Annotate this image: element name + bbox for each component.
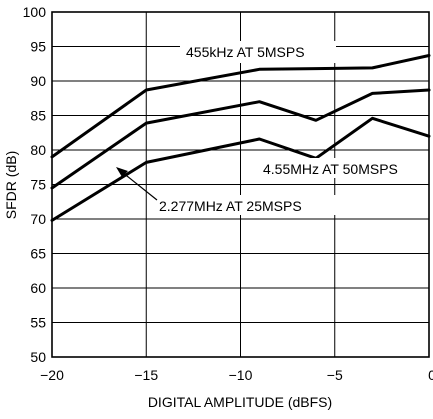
- x-tick-label: −20: [40, 367, 64, 383]
- annotation-arrow-line: [121, 171, 158, 201]
- series-label-2-277mhz: 2.277MHz AT 25MSPS: [159, 198, 302, 214]
- plot-frame: [51, 11, 430, 358]
- x-tick-label: −15: [134, 367, 158, 383]
- y-tick-labels: 50 55 60 65 70 75 80 85 90 95 100: [23, 4, 47, 365]
- label-bg-455khz: [180, 41, 336, 63]
- x-axis-title: DIGITAL AMPLITUDE (dBFS): [148, 394, 332, 410]
- y-tick-label: 90: [30, 73, 46, 89]
- series-line-2: [50, 116, 431, 222]
- y-tick-label: 70: [30, 211, 46, 227]
- x-tick-label: −10: [229, 367, 253, 383]
- x-tick-label: −5: [327, 367, 343, 383]
- annotation-arrow-head: [116, 167, 128, 177]
- x-tick-label: 0: [428, 367, 433, 383]
- y-axis-title: SFDR (dB): [3, 151, 19, 219]
- label-bg-2-277mhz: [154, 195, 336, 215]
- series-lines: [50, 54, 431, 222]
- series-label-4-55mhz: 4.55MHz AT 50MSPS: [263, 161, 398, 177]
- series-line-0: [50, 54, 431, 159]
- y-tick-label: 50: [30, 349, 46, 365]
- series-line-1: [50, 88, 431, 190]
- y-tick-label: 65: [30, 246, 46, 262]
- y-tick-label: 80: [30, 142, 46, 158]
- y-tick-label: 75: [30, 177, 46, 193]
- y-tick-label: 95: [30, 39, 46, 55]
- series-label-455khz: 455kHz AT 5MSPS: [186, 44, 305, 60]
- y-tick-label: 100: [23, 4, 47, 20]
- y-tick-label: 55: [30, 315, 46, 331]
- label-bg-4-55mhz: [257, 158, 427, 178]
- x-tick-labels: −20 −15 −10 −5 0: [40, 367, 433, 383]
- y-tick-label: 60: [30, 280, 46, 296]
- y-tick-label: 85: [30, 108, 46, 124]
